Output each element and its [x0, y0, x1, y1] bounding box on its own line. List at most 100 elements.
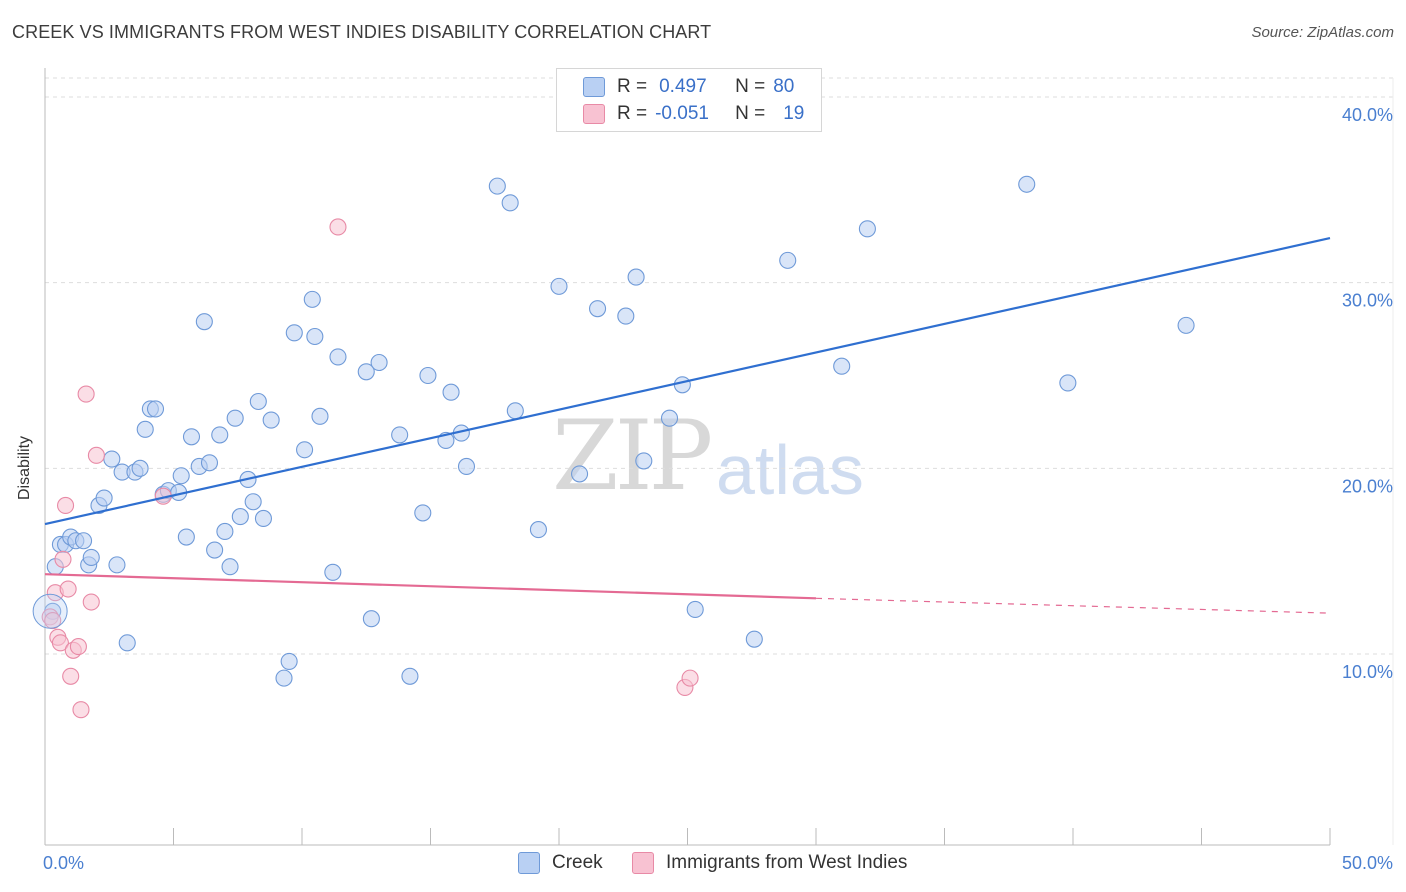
creek-point	[457, 457, 476, 476]
creek-point	[275, 669, 293, 687]
creek-point	[588, 300, 607, 318]
creek-point	[306, 327, 324, 346]
legend-row-creek: R = 0.497 N = 80	[583, 75, 794, 99]
creek-point	[635, 452, 653, 470]
creek-point	[745, 630, 763, 648]
grid-lines	[45, 77, 1395, 655]
creek-point	[488, 177, 506, 195]
west-indies-point	[51, 634, 69, 652]
west-indies-point	[72, 701, 90, 719]
legend-row-west-indies: R = -0.051 N = 19	[583, 102, 804, 126]
correlation-legend: R = 0.497 N = 80 R = -0.051 N = 19	[556, 68, 822, 132]
west-indies-r-label: R =	[617, 103, 648, 124]
creek-point	[249, 392, 267, 411]
creek-point	[108, 556, 126, 574]
creek-point	[627, 268, 645, 286]
creek-point	[1059, 374, 1077, 392]
creek-point	[177, 528, 195, 546]
creek-point	[617, 307, 635, 325]
west-indies-swatch	[583, 104, 605, 124]
creek-point	[311, 407, 329, 425]
west-indies-trend-extension	[815, 597, 1331, 614]
chart-title: CREEK VS IMMIGRANTS FROM WEST INDIES DIS…	[12, 22, 712, 42]
creek-point	[370, 353, 388, 372]
y-tick-label: 30.0%	[1342, 291, 1393, 311]
creek-legend-swatch	[518, 852, 540, 874]
creek-point	[362, 610, 380, 628]
legend-item-creek[interactable]: Creek	[518, 852, 603, 874]
creek-point	[200, 454, 219, 472]
creek-point	[833, 357, 851, 375]
creek-point	[401, 667, 419, 685]
west-indies-n-label: N =	[735, 103, 766, 124]
creek-r-label: R =	[617, 76, 648, 97]
watermark-atlas: atlas	[716, 431, 864, 509]
creek-point	[244, 493, 262, 511]
creek-point	[118, 634, 136, 652]
creek-point	[501, 194, 519, 212]
creek-n-value: 80	[773, 76, 795, 97]
creek-point	[779, 251, 797, 269]
x-tick-label-min: 0.0%	[43, 853, 84, 873]
creek-point	[254, 509, 273, 528]
creek-point	[182, 428, 201, 446]
legend-item-west-indies[interactable]: Immigrants from West Indies	[632, 852, 907, 874]
creek-point	[414, 504, 432, 522]
source-label: Source: ZipAtlas.com	[1251, 24, 1394, 41]
west-indies-point	[82, 593, 100, 611]
creek-point	[195, 313, 213, 331]
west-indies-point	[59, 580, 77, 598]
creek-point	[296, 441, 314, 459]
creek-point	[211, 426, 229, 444]
creek-point	[391, 426, 409, 444]
creek-point	[571, 465, 589, 483]
creek-r-value: 0.497	[659, 76, 707, 97]
creek-trend-line	[44, 237, 1331, 526]
west-indies-point	[77, 385, 95, 403]
creek-point	[103, 450, 121, 468]
creek-point	[146, 400, 165, 418]
west-indies-point	[57, 496, 75, 515]
creek-point	[442, 383, 460, 401]
creek-point	[75, 532, 93, 550]
axes	[44, 68, 1394, 846]
west-indies-point	[69, 638, 87, 656]
creek-point	[529, 521, 547, 539]
creek-point	[660, 409, 679, 427]
west-indies-n-value: 19	[783, 103, 805, 124]
creek-point	[506, 402, 524, 420]
trend-lines	[44, 237, 1331, 614]
creek-point	[131, 459, 149, 477]
creek-point	[1018, 175, 1036, 193]
west-indies-legend-swatch	[632, 852, 654, 874]
west-indies-legend-label: Immigrants from West Indies	[666, 852, 908, 873]
creek-point-cluster	[32, 593, 68, 629]
west-indies-r-value: -0.051	[655, 103, 709, 124]
creek-point	[324, 563, 342, 581]
creek-point	[285, 324, 303, 342]
data-points	[32, 175, 1195, 719]
west-indies-point	[329, 218, 347, 236]
creek-point	[216, 522, 234, 541]
tick-labels: 10.0% 20.0% 30.0% 40.0% 0.0% 50.0%	[43, 105, 1393, 873]
creek-point	[1177, 316, 1195, 334]
west-indies-trend-line	[44, 573, 817, 600]
west-indies-point	[54, 550, 72, 568]
creek-point	[858, 220, 876, 238]
creek-point	[550, 277, 568, 295]
creek-point	[686, 600, 704, 618]
series-legend: Creek Immigrants from West Indies	[0, 852, 1406, 878]
west-indies-point	[62, 667, 80, 685]
creek-point	[206, 541, 224, 559]
creek-legend-label: Creek	[552, 852, 603, 873]
creek-point	[303, 290, 321, 308]
creek-point	[226, 409, 244, 427]
creek-n-label: N =	[735, 76, 766, 97]
creek-point	[357, 363, 375, 381]
creek-point	[673, 376, 691, 394]
creek-swatch	[583, 77, 605, 97]
creek-point	[172, 467, 190, 485]
creek-point	[231, 508, 249, 526]
watermark-zip: ZIP	[552, 400, 713, 512]
